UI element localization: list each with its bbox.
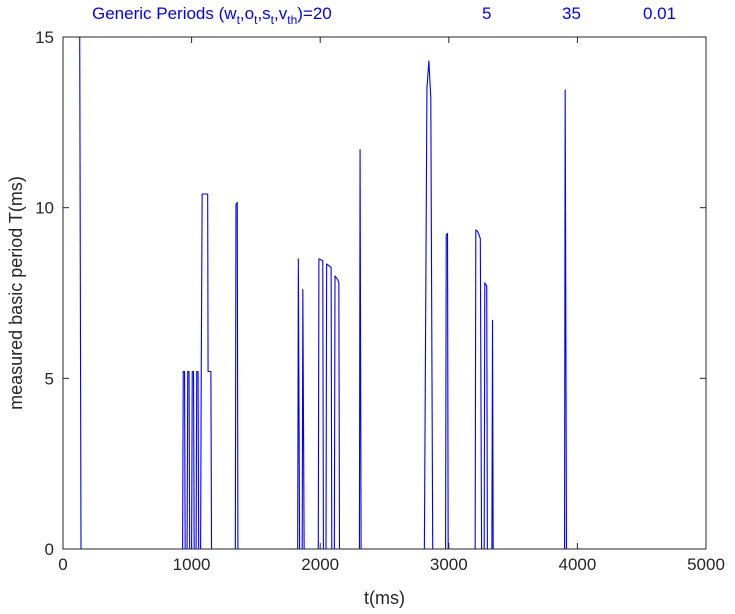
title-sep-o: ,o	[240, 4, 254, 23]
series-line-1	[63, 36, 681, 550]
title-value-1: 5	[482, 4, 491, 23]
x-tick-label: 4000	[558, 555, 596, 574]
x-tick-label: 3000	[430, 555, 468, 574]
x-tick-label: 1000	[173, 555, 211, 574]
title-sub-s: t	[271, 13, 275, 27]
axes-frame	[62, 36, 707, 550]
plot-frame	[62, 36, 707, 550]
title-sub-o: t	[254, 13, 258, 27]
title-value-3: 0.01	[643, 4, 676, 23]
title-sep-s: ,s	[257, 4, 270, 23]
x-tick-label: 2000	[301, 555, 339, 574]
y-tick-label: 5	[45, 369, 54, 388]
title-sep-v: ,v	[274, 4, 288, 23]
title-value-2: 35	[562, 4, 581, 23]
y-tick-label: 0	[45, 540, 54, 559]
plot-background	[63, 37, 706, 549]
chart-title: Generic Periods (wt,ot,st,vth)=20 5 35 0…	[92, 4, 676, 27]
y-axis-label: measured basic period T(ms)	[6, 176, 26, 410]
title-end: )=20	[297, 4, 332, 23]
x-axis-label: t(ms)	[364, 588, 405, 608]
y-tick-label: 10	[35, 199, 54, 218]
series-layer	[63, 36, 681, 550]
title-main: Generic Periods (wt,ot,st,vth)=20	[92, 4, 332, 27]
x-ticks: 0 1000 2000 3000 4000 5000	[58, 37, 725, 574]
y-tick-label: 15	[35, 28, 54, 47]
title-prefix: Generic Periods (w	[92, 4, 237, 23]
x-tick-label: 0	[58, 555, 67, 574]
y-ticks: 0 5 10 15	[35, 28, 706, 559]
title-sub-v: th	[287, 13, 297, 27]
x-tick-label: 5000	[687, 555, 725, 574]
title-sub-w: t	[237, 13, 241, 27]
